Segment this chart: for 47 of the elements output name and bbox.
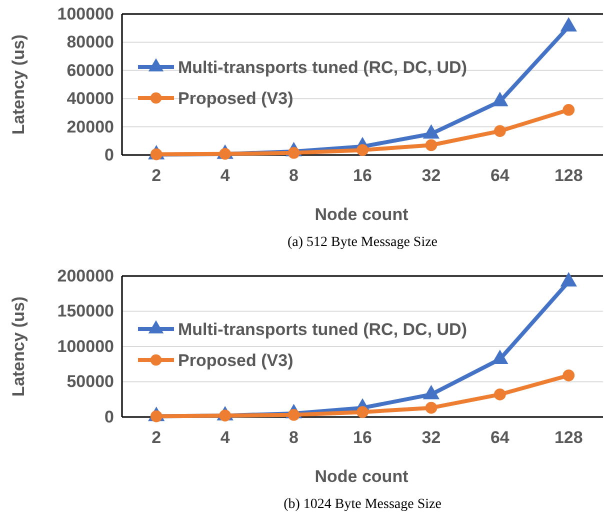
- point: [492, 92, 508, 106]
- x-tick-label: 8: [289, 166, 299, 186]
- x-tick-label: 32: [422, 166, 441, 186]
- y-tick-label: 20000: [66, 117, 114, 136]
- y-tick-label: 60000: [66, 60, 114, 80]
- point: [492, 350, 508, 364]
- x-tick-label: 4: [220, 166, 230, 186]
- legend-label: Proposed (V3): [178, 351, 294, 370]
- x-tick-label: 128: [554, 166, 583, 186]
- legend-label: Multi-transports tuned (RC, DC, UD): [178, 58, 467, 77]
- y-tick-label: 200000: [57, 266, 114, 286]
- point: [562, 370, 575, 382]
- point: [425, 402, 438, 414]
- x-tick-label: 16: [353, 166, 372, 186]
- y-axis-title: Latency (us): [9, 296, 28, 397]
- x-tick-label: 4: [220, 428, 230, 448]
- y-tick-label: 0: [104, 145, 114, 164]
- text: (a) 512 Byte Message Size: [287, 235, 438, 250]
- point: [560, 272, 577, 286]
- x-tick-label: 64: [490, 166, 510, 186]
- x-tick-label: 2: [152, 428, 162, 448]
- y-axis-title: Latency (us): [9, 34, 28, 135]
- point: [494, 125, 506, 137]
- y-tick-label: 80000: [66, 32, 114, 52]
- x-tick-label: 8: [289, 428, 299, 448]
- y-tick-label: 40000: [66, 89, 114, 108]
- point: [560, 17, 577, 32]
- legend-label: Multi-transports tuned (RC, DC, UD): [178, 320, 467, 339]
- x-tick-label: 32: [422, 428, 441, 448]
- point: [562, 104, 575, 116]
- x-tick-label: 64: [490, 428, 510, 448]
- y-tick-label: 50000: [66, 372, 114, 392]
- x-tick-label: 16: [353, 428, 372, 448]
- x-tick-label: 2: [152, 166, 162, 186]
- y-tick-label: 100000: [57, 4, 114, 24]
- point: [494, 388, 506, 400]
- y-tick-label: 150000: [57, 302, 114, 321]
- x-axis-title: Node count: [314, 205, 409, 224]
- text: (b) 1024 Byte Message Size: [284, 497, 442, 512]
- point: [425, 139, 438, 152]
- x-axis-title: Node count: [314, 467, 409, 486]
- point: [356, 144, 368, 156]
- legend-label: Proposed (V3): [178, 89, 294, 108]
- y-tick-label: 0: [104, 407, 114, 426]
- x-tick-label: 128: [554, 428, 583, 448]
- point: [356, 406, 368, 418]
- y-tick-label: 100000: [57, 336, 114, 356]
